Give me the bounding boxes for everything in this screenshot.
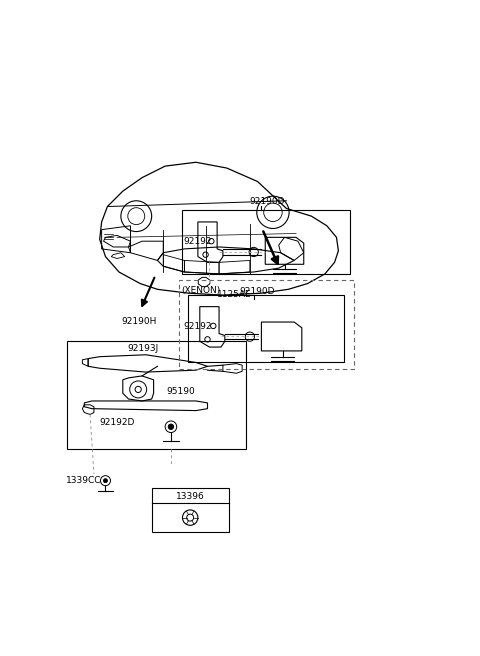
Text: 92193J: 92193J [127,344,159,354]
Text: 95190: 95190 [166,387,195,396]
Circle shape [104,479,108,483]
Text: 1339CC: 1339CC [66,476,101,485]
Text: 92190D: 92190D [239,287,275,296]
Text: 92190H: 92190H [121,317,156,326]
Circle shape [168,424,174,430]
Bar [67,341,246,449]
Text: 92190D: 92190D [249,197,285,207]
Bar [188,295,344,363]
Bar [152,487,228,532]
Bar [179,279,354,369]
Text: (XENON): (XENON) [181,286,221,295]
Bar [182,211,350,274]
Text: 92192: 92192 [184,322,212,331]
Text: 92192D: 92192D [99,419,134,428]
Text: 13396: 13396 [176,491,204,501]
Text: 1125AE: 1125AE [217,290,252,299]
Text: 92192: 92192 [184,237,212,246]
